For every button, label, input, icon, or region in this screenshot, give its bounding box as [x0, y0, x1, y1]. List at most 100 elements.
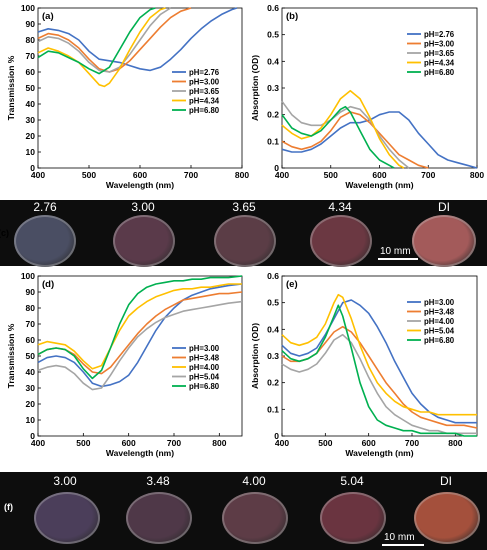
petri-dish	[320, 492, 386, 544]
legend-label: pH=6.80	[189, 106, 220, 115]
y-axis-label: Transmission %	[6, 55, 16, 120]
y-tick-label: 0	[30, 431, 35, 441]
series-line	[37, 291, 243, 375]
dish-label: 5.04	[340, 474, 364, 488]
series-line	[281, 293, 477, 416]
y-tick-label: 20	[26, 399, 36, 409]
legend-label: pH=3.48	[424, 308, 455, 317]
x-tick-label: 600	[133, 170, 147, 180]
y-tick-label: 50	[26, 83, 36, 93]
legend-label: pH=4.34	[189, 97, 220, 106]
panel-label: (a)	[42, 11, 54, 22]
series-line	[281, 100, 410, 169]
legend-label: pH=3.00	[424, 298, 455, 307]
dish-label: 3.65	[232, 200, 256, 214]
y-tick-label: 10	[26, 147, 36, 157]
y-tick-label: 60	[26, 67, 36, 77]
y-tick-label: 0.3	[267, 351, 279, 361]
petri-dish	[222, 492, 288, 544]
x-axis-label: Wavelength (nm)	[106, 448, 174, 458]
y-tick-label: 70	[26, 319, 36, 329]
y-axis-label: Transmission %	[6, 323, 16, 388]
x-tick-label: 700	[184, 170, 198, 180]
y-tick-label: 40	[26, 99, 36, 109]
photo-strip-f: (f) 3.00 3.48 4.00 5.04 DI 10 mm	[0, 472, 487, 550]
dish-label: 3.00	[53, 474, 77, 488]
legend-label: pH=2.76	[424, 30, 455, 39]
petri-dish	[126, 492, 192, 544]
x-tick-label: 800	[235, 170, 249, 180]
y-tick-label: 0	[30, 163, 35, 173]
series-line	[37, 283, 243, 388]
y-tick-label: 0.1	[267, 404, 279, 414]
panel-label-f: (f)	[4, 502, 13, 512]
y-tick-label: 80	[26, 35, 36, 45]
y-tick-label: 50	[26, 351, 36, 361]
series-line	[281, 304, 477, 437]
chart-panel-b: 0 0.1 0.2 0.3 0.4 0.5 0.6 400 500 600 700 800 Wavele…	[245, 0, 487, 192]
series-line	[37, 275, 243, 380]
y-tick-label: 0	[274, 431, 279, 441]
y-tick-label: 30	[26, 383, 36, 393]
x-axis-label: Wavelength (nm)	[345, 180, 413, 190]
legend-label: pH=6.80	[189, 382, 220, 391]
scale-bar	[382, 544, 424, 546]
petri-dish	[14, 215, 76, 267]
chart-panel-a: 0 10 20 30 40 50 60 70 80 90 100 400 500 600 700 800 Wav…	[0, 0, 250, 192]
x-tick-label: 600	[122, 438, 136, 448]
y-tick-label: 90	[26, 287, 36, 297]
x-tick-label: 600	[362, 438, 376, 448]
series-line	[37, 7, 238, 72]
x-tick-label: 500	[318, 438, 332, 448]
legend-label: pH=3.48	[189, 354, 220, 363]
legend-label: pH=4.00	[189, 363, 220, 372]
panel-label: (d)	[42, 279, 54, 290]
x-tick-label: 500	[324, 170, 338, 180]
scale-bar	[378, 258, 418, 260]
petri-dish	[412, 215, 476, 267]
x-tick-label: 800	[448, 438, 462, 448]
scale-bar-label: 10 mm	[380, 246, 411, 257]
x-tick-label: 800	[212, 438, 226, 448]
legend-label: pH=2.76	[189, 68, 220, 77]
y-tick-label: 0.4	[267, 324, 279, 334]
dish-label: DI	[440, 474, 452, 488]
y-axis-label: Absorption (OD)	[250, 323, 260, 389]
chart-a-svg: 0 10 20 30 40 50 60 70 80 90 100 400 500 600 700 800 Wav…	[6, 3, 249, 190]
y-tick-label: 0.5	[267, 298, 279, 308]
x-tick-label: 800	[470, 170, 484, 180]
petri-dish	[214, 215, 276, 267]
series-line	[281, 299, 477, 424]
x-tick-label: 700	[405, 438, 419, 448]
legend-label: pH=5.04	[189, 373, 220, 382]
x-tick-label: 700	[167, 438, 181, 448]
scale-bar-label: 10 mm	[384, 532, 415, 543]
petri-dish	[414, 492, 480, 544]
y-tick-label: 0.3	[267, 83, 279, 93]
petri-dish	[34, 492, 100, 544]
x-tick-label: 400	[275, 438, 289, 448]
petri-dish	[113, 215, 175, 267]
legend-label: pH=6.80	[424, 336, 455, 345]
dish-label: 4.34	[328, 200, 352, 214]
series-line	[37, 7, 166, 88]
legend-label: pH=5.04	[424, 327, 455, 336]
x-tick-label: 700	[421, 170, 435, 180]
y-tick-label: 70	[26, 51, 36, 61]
legend-label: pH=3.65	[424, 49, 455, 58]
x-tick-label: 400	[31, 438, 45, 448]
x-tick-label: 400	[275, 170, 289, 180]
panel-label-c: (c)	[0, 228, 9, 238]
legend-label: pH=3.65	[189, 87, 220, 96]
series-line	[281, 111, 478, 169]
y-tick-label: 10	[26, 415, 36, 425]
dish-label: 2.76	[33, 200, 57, 214]
legend-label: pH=4.00	[424, 317, 455, 326]
legend-label: pH=4.34	[424, 59, 455, 68]
y-tick-label: 100	[21, 271, 35, 281]
petri-dish	[310, 215, 372, 267]
y-tick-label: 20	[26, 131, 36, 141]
x-tick-label: 600	[372, 170, 386, 180]
legend-label: pH=6.80	[424, 68, 455, 77]
y-tick-label: 0.1	[267, 136, 279, 146]
